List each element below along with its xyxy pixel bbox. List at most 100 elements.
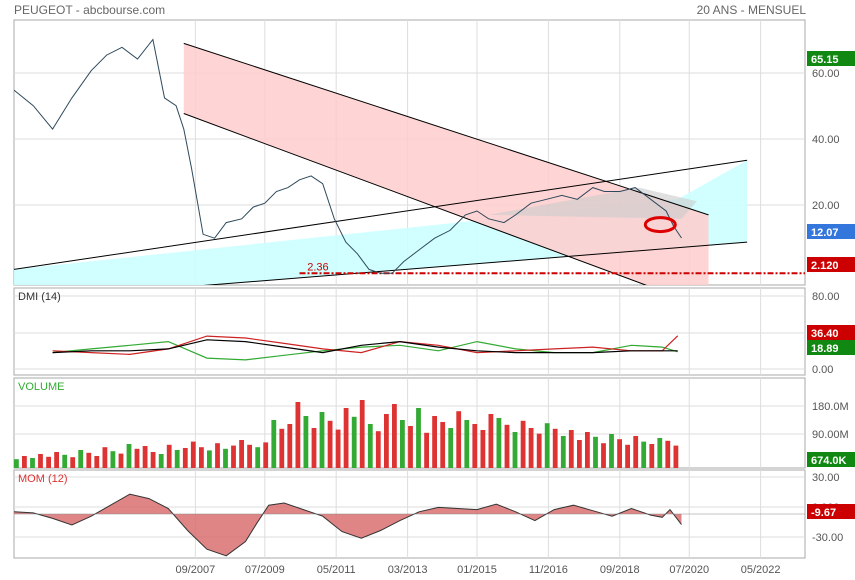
volume-bar: [641, 441, 647, 468]
volume-bar: [448, 428, 454, 468]
volume-bar: [496, 418, 502, 468]
momentum-line: [13, 493, 682, 557]
volume-bar: [86, 452, 92, 468]
value-badge-text: 18.89: [811, 343, 839, 355]
x-tick-label: 09/2018: [600, 564, 640, 576]
volume-bar: [504, 424, 510, 468]
volume-bar: [673, 445, 679, 468]
value-badge-text: 674.0K: [811, 455, 847, 467]
value-badge: [807, 257, 855, 272]
volume-bar: [456, 411, 462, 468]
volume-bar: [142, 446, 148, 468]
volume-bar: [30, 458, 35, 468]
volume-bar: [601, 443, 606, 468]
volume-bar: [239, 440, 244, 468]
x-tick-label: 07/2009: [245, 564, 285, 576]
volume-bar: [480, 430, 486, 468]
volume-bar: [22, 456, 27, 468]
volume-bar: [400, 420, 405, 468]
volume-bar: [158, 454, 164, 468]
volume-bar: [335, 429, 341, 468]
volume-bar: [625, 444, 630, 468]
volume-bar: [319, 412, 325, 468]
volume-bar: [78, 450, 84, 468]
volume-bar: [440, 422, 446, 468]
volume-bar: [472, 424, 478, 468]
volume-bar: [38, 454, 43, 468]
volume-bar: [46, 456, 51, 468]
volume-bar: [351, 416, 357, 468]
volume-bar: [126, 444, 132, 468]
highlight-circle: [643, 216, 677, 234]
volume-bar: [255, 447, 261, 468]
x-tick-label: 09/2007: [175, 564, 215, 576]
volume-bar: [585, 432, 590, 468]
support-label: 2.36: [307, 261, 328, 273]
volume-bar: [199, 447, 204, 468]
value-badge: [807, 224, 855, 239]
volume-bar: [207, 450, 212, 468]
value-badge: [807, 340, 855, 355]
volume-bar: [593, 436, 598, 468]
value-badge: [807, 325, 855, 340]
volume-bar: [215, 443, 220, 468]
x-tick-label: 05/2022: [741, 564, 781, 576]
volume-bar: [190, 441, 196, 468]
volume-bar: [166, 444, 172, 468]
y-tick-label: 20.00: [812, 200, 840, 212]
value-badge: [807, 51, 855, 66]
volume-bar: [384, 414, 389, 468]
panel-label: MOM (12): [18, 473, 68, 485]
value-badge-text: 2.120: [811, 260, 839, 272]
volume-bar: [118, 453, 124, 468]
channel-line-lower: [203, 241, 748, 285]
volume-bar: [649, 444, 655, 468]
volume-bar: [552, 428, 558, 468]
volume-bar: [150, 452, 156, 468]
x-tick-label: 01/2015: [457, 564, 497, 576]
price-plot: 2.36: [14, 38, 805, 285]
x-tick-label: 07/2020: [669, 564, 709, 576]
volume-bar: [54, 452, 59, 468]
volume-bar: [271, 420, 277, 468]
volume-bar: [295, 402, 301, 468]
volume-bar: [182, 448, 188, 468]
volume-bar: [633, 436, 639, 468]
x-tick-label: 11/2016: [529, 564, 568, 576]
value-badge-text: 36.40: [811, 328, 839, 340]
volume-bar: [657, 438, 663, 468]
volume-bar: [432, 416, 437, 468]
volume-bar: [110, 451, 116, 468]
panel-label: VOLUME: [18, 381, 64, 393]
volume-bar: [287, 424, 293, 468]
value-badge-text: 12.07: [811, 227, 839, 239]
y-tick-label: 90.00M: [812, 429, 849, 441]
value-badge-text: 65.15: [811, 54, 839, 66]
panel-frame: [13, 287, 806, 376]
volume-bar: [568, 430, 574, 468]
channel-line-upper: [183, 42, 709, 216]
period-label[interactable]: 20 ANS - MENSUEL: [696, 3, 806, 17]
volume-bar: [520, 420, 526, 468]
volume-bar: [512, 432, 518, 468]
dmi-series-line: [52, 340, 678, 361]
y-tick-label: 40.00: [812, 134, 840, 146]
volume-bar: [464, 420, 470, 468]
volume-bar: [528, 428, 534, 468]
x-tick-label: 05/2011: [317, 564, 356, 576]
volume-bar: [263, 442, 269, 468]
volume-bar: [102, 447, 108, 468]
value-badge: [807, 504, 855, 519]
volume-bar: [536, 433, 542, 468]
volume-bar: [303, 416, 309, 468]
volume-bar: [609, 434, 614, 468]
volume-bar: [343, 408, 349, 468]
volume-bar: [375, 431, 381, 468]
volume-bar: [367, 424, 373, 468]
panel-label: DMI (14): [18, 291, 61, 303]
volume-bar: [174, 450, 180, 468]
volume-bar: [560, 436, 566, 468]
volume-bar: [14, 459, 19, 468]
value-badge-text: -9.67: [811, 507, 836, 519]
y-tick-label: 180.0M: [812, 401, 849, 413]
